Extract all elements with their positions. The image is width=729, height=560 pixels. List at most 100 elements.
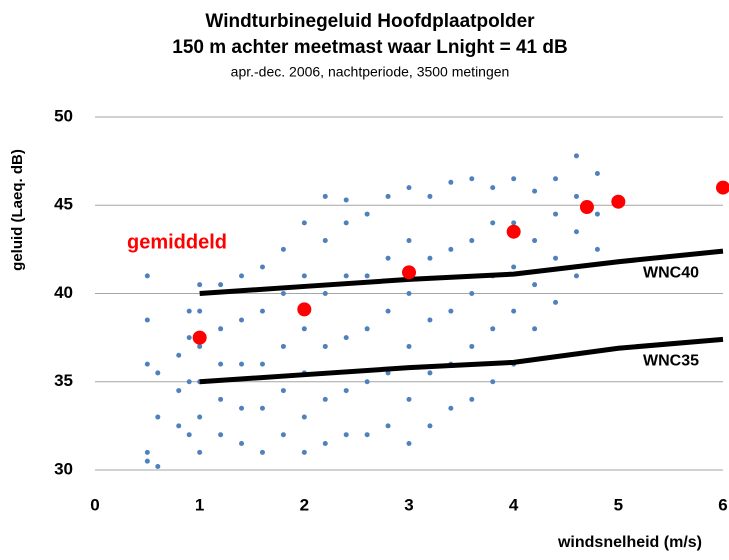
measurement-point (427, 193, 433, 199)
measurement-point (144, 273, 150, 279)
measurement-point (406, 343, 412, 349)
measurement-point (280, 246, 286, 252)
measurement-point (573, 273, 579, 279)
measurement-point (343, 197, 349, 203)
measurement-point (197, 449, 203, 455)
measurement-point (385, 308, 391, 314)
measurement-point (511, 264, 517, 270)
measurement-point (427, 317, 433, 323)
y-tick-label: 35 (54, 371, 73, 390)
measurement-point (218, 282, 224, 288)
y-tick-label: 45 (54, 195, 73, 214)
measurement-point (322, 441, 328, 447)
x-tick-label: 4 (509, 495, 519, 514)
limit-line (199, 248, 724, 296)
measurement-point (427, 370, 433, 376)
measurement-point (301, 414, 307, 420)
y-axis-label: geluid (Laeq. dB) (9, 149, 26, 271)
measurement-point (594, 170, 600, 176)
measurement-point (239, 361, 245, 367)
x-tick-label: 2 (300, 495, 309, 514)
measurement-point (406, 441, 412, 447)
measurement-point (343, 220, 349, 226)
measurement-point (186, 432, 192, 438)
x-tick-label: 3 (404, 495, 413, 514)
line-label: WNC40 (643, 264, 699, 281)
measurement-point (406, 238, 412, 244)
measurement-point (364, 432, 370, 438)
measurement-point (322, 396, 328, 402)
measurement-point (259, 308, 265, 314)
mean-point (192, 330, 207, 345)
limit-line (199, 336, 724, 385)
measurement-point (448, 179, 454, 185)
measurement-point (155, 370, 161, 376)
x-tick-label: 1 (195, 495, 204, 514)
y-tick-label: 50 (54, 106, 73, 125)
measurement-point (155, 414, 161, 420)
measurement-point (490, 326, 496, 332)
measurement-point (364, 326, 370, 332)
measurement-point (511, 220, 517, 226)
mean-point (402, 265, 416, 280)
measurement-point (469, 291, 475, 296)
measurement-point (301, 326, 307, 332)
measurement-point (385, 423, 391, 429)
measurement-point (144, 449, 150, 455)
mean-point (716, 180, 729, 195)
measurement-point (176, 352, 182, 358)
measurement-point (427, 423, 433, 429)
chart-subtitle: 150 m achter meetmast waar Lnight = 41 d… (172, 37, 567, 58)
measurement-point (322, 343, 328, 349)
measurement-point (553, 176, 559, 182)
x-axis-label: windsnelheid (m/s) (557, 534, 702, 551)
measurement-point (448, 405, 454, 411)
measurement-point (259, 361, 265, 367)
x-tick-label: 0 (90, 495, 99, 514)
measurement-point (197, 414, 203, 420)
measurement-point (259, 449, 265, 455)
measurement-point (364, 273, 370, 279)
measurement-point (553, 211, 559, 217)
measurement-point (322, 193, 328, 199)
annotation: gemiddeld (127, 231, 227, 253)
measurement-point (511, 176, 517, 182)
measurement-point (176, 423, 182, 429)
measurement-point (427, 255, 433, 261)
measurement-point (280, 343, 286, 349)
measurement-point (186, 335, 192, 341)
chart-title: Windturbinegeluid Hoofdplaatpolder (205, 11, 535, 32)
measurement-point (385, 193, 391, 199)
measurement-point (553, 299, 559, 305)
measurement-point (197, 308, 203, 314)
measurement-point (511, 308, 517, 314)
measurement-point (144, 317, 150, 323)
measurement-point (322, 238, 328, 244)
measurement-point (553, 255, 559, 261)
measurement-point (532, 238, 538, 244)
measurement-point (218, 396, 224, 402)
measurement-point (573, 153, 579, 159)
measurement-point (239, 441, 245, 447)
measurement-point (406, 185, 412, 191)
measurement-point (197, 282, 203, 288)
mean-point (506, 224, 521, 239)
measurement-point (573, 229, 579, 235)
measurement-point (280, 388, 286, 394)
measurement-point (406, 291, 412, 296)
measurement-point (469, 238, 475, 244)
measurement-point (594, 211, 600, 217)
measurement-point (448, 308, 454, 314)
measurement-point (239, 273, 245, 279)
measurement-point (532, 326, 538, 332)
y-tick-label: 40 (54, 283, 73, 302)
measurement-point (469, 396, 475, 402)
measurement-point (594, 246, 600, 252)
measurement-point (364, 211, 370, 217)
measurement-point (490, 185, 496, 191)
measurement-point (490, 220, 496, 226)
measurement-point (301, 449, 307, 455)
measurement-point (176, 388, 182, 394)
measurement-point (469, 343, 475, 349)
